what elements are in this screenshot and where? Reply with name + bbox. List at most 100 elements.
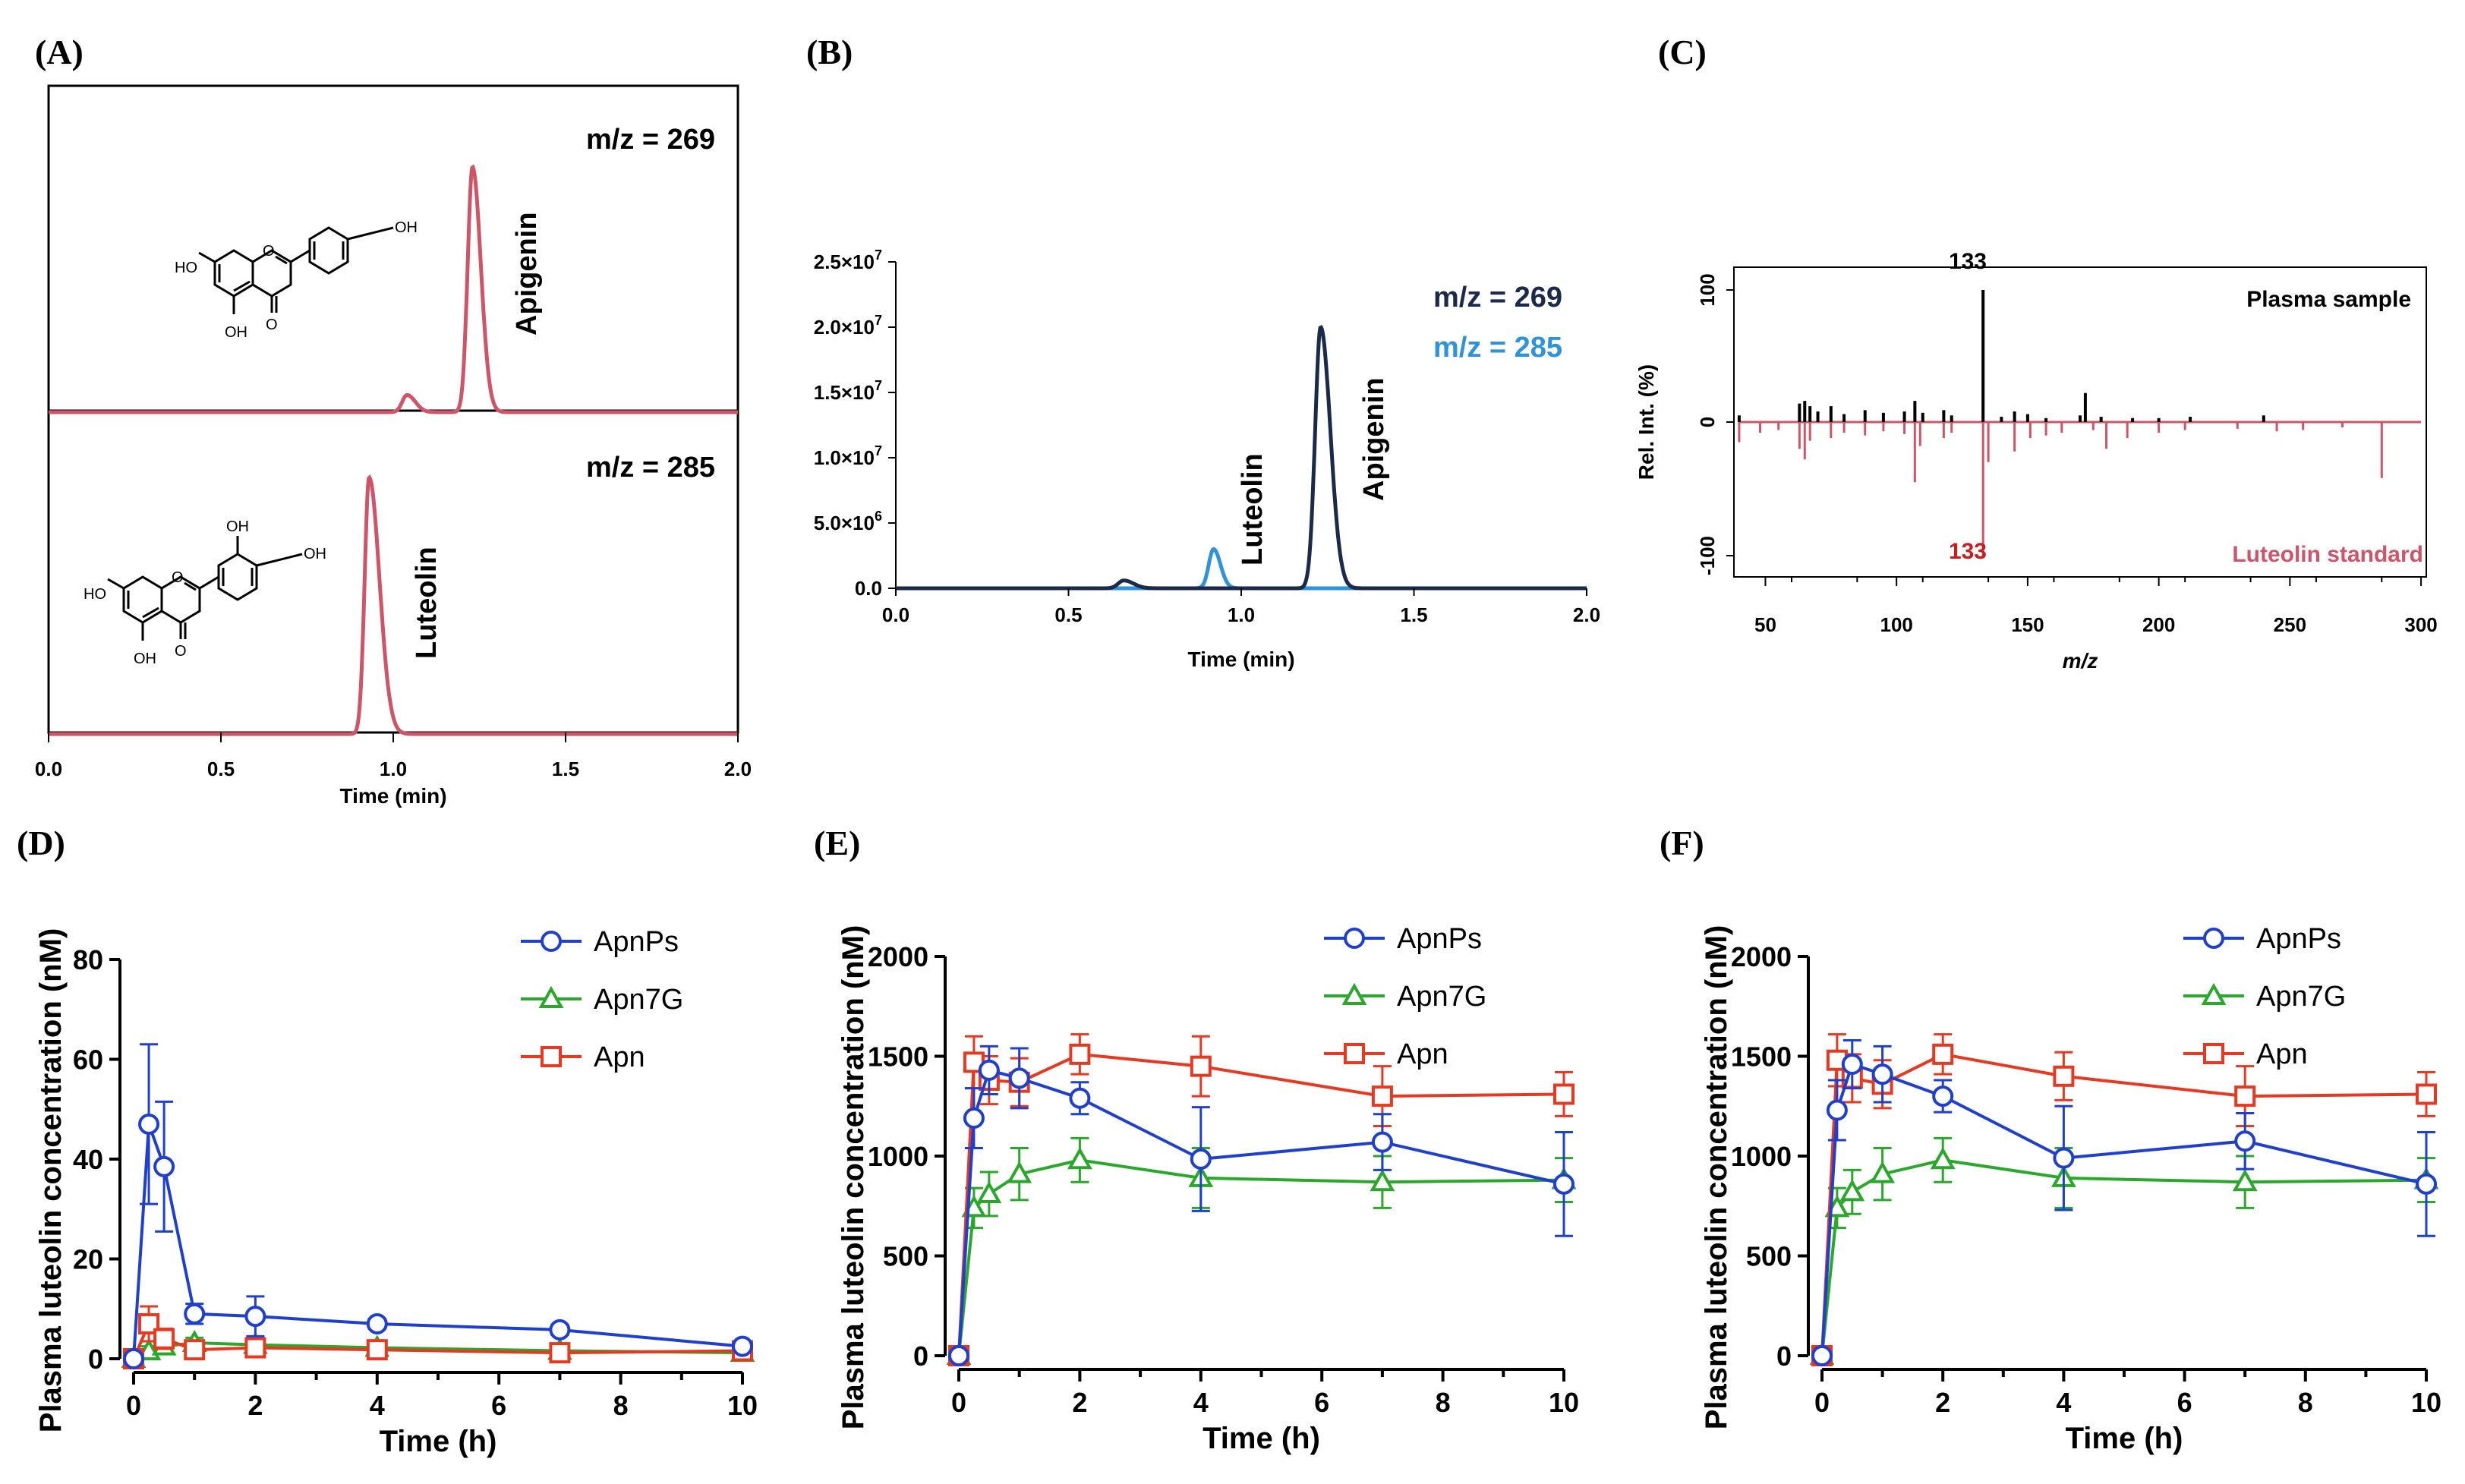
apnps-point (2234, 1130, 2256, 1152)
legend-apn7g-marker (2201, 982, 2227, 1005)
apnps-point (2053, 1147, 2075, 1169)
x-tick-label: 10 (2411, 1387, 2441, 1418)
apn-point (963, 1051, 985, 1073)
x-axis-label: Time (h) (380, 1425, 497, 1458)
y-tick-label: 1000 (868, 1141, 928, 1172)
apn7g-series-line (957, 1158, 1565, 1356)
panel-a-xtick-label: 1.5 (552, 758, 579, 780)
panel-b-luteolin-label: Luteolin (1237, 453, 1269, 566)
apn7g-point (1067, 1147, 1092, 1170)
apnps-point (1932, 1085, 1954, 1107)
x-tick-label: 0 (951, 1387, 966, 1418)
panel-b-ytick-label: 2.0×107 (814, 313, 882, 339)
panel-c-ytick-label: -100 (1696, 536, 1719, 575)
apnps-point (549, 1319, 571, 1341)
panel-a-apigenin-label: Apigenin (511, 212, 543, 336)
apn7g-point (1839, 1179, 1865, 1202)
x-tick-label: 4 (1193, 1387, 1209, 1418)
apn-point (1069, 1043, 1091, 1065)
x-tick-label: 4 (370, 1390, 385, 1421)
x-tick-label: 2 (1072, 1387, 1087, 1418)
panel-b-legend-mz269: m/z = 269 (1433, 282, 1562, 313)
x-tick-label: 8 (2298, 1387, 2313, 1418)
apigenin-o-label: O (266, 317, 278, 333)
panel-label-e: (E) (814, 824, 860, 862)
legend-apn-marker (541, 1046, 562, 1067)
x-tick-label: 0 (126, 1390, 141, 1421)
panel-c-xtick-label: 100 (1880, 613, 1912, 636)
legend-apn7g-label: Apn7G (1397, 981, 1486, 1013)
panel-label-c: (C) (1658, 33, 1707, 71)
apigenin-structure-icon (198, 226, 394, 314)
apn-series-line (957, 1052, 1565, 1356)
legend-apnps-marker (541, 931, 562, 952)
panel-d-plot: 0 20 40 60 80 0 2 4 6 8 10 Time (h) Plasma luteolin … (34, 926, 758, 1458)
panel-e: (E) 0 500 1000 1500 2000 0 2 4 6 8 10 Time (h) Plasm… (814, 824, 1579, 1455)
apigenin-oh-label-bottom: OH (225, 324, 247, 341)
apn7g-point (976, 1180, 1002, 1203)
apn7g-point (1870, 1161, 1896, 1183)
apn-series-line (132, 1321, 743, 1360)
apn-point (1371, 1085, 1393, 1107)
panel-c-ylabel: Rel. Int. (%) (1634, 364, 1658, 480)
panel-label-a: (A) (35, 33, 84, 71)
panel-c-ticks: 100 0 -100 50 100 150 200 250 300 (1696, 273, 2438, 636)
panel-a-bottom-trace (49, 474, 738, 736)
legend-apn7g-label: Apn7G (594, 984, 683, 1016)
apnps-point (123, 1348, 144, 1369)
apn-point (244, 1337, 266, 1359)
apnps-point (978, 1059, 1000, 1081)
panel-label-d: (D) (17, 824, 65, 862)
legend-apnps-label: ApnPs (1397, 923, 1482, 955)
apn7g-point (1370, 1169, 1395, 1192)
apn-point (1553, 1083, 1575, 1105)
luteolin-ho-label: HO (84, 586, 106, 603)
panel-b-legend-mz285: m/z = 285 (1433, 332, 1562, 364)
apigenin-ring-o-label: O (263, 243, 275, 260)
panel-a: (A) m/z = 269 m/z = 285 Apigenin Luteoli… (35, 33, 752, 808)
legend-apn7g-marker (538, 985, 564, 1008)
apnps-point (366, 1312, 388, 1334)
panel-a-luteolin-label: Luteolin (411, 547, 443, 659)
legend-apn-label: Apn (2256, 1038, 2308, 1070)
apn7g-series-line (1820, 1158, 2427, 1356)
panel-b-ytick-label: 2.5×107 (814, 247, 882, 273)
luteolin-oh-label-side: OH (304, 546, 326, 562)
legend-apn7g-marker (1341, 982, 1367, 1005)
luteolin-o-label: O (175, 643, 187, 660)
y-axis-label: Plasma luteolin concentration (nM) (837, 925, 870, 1430)
panel-b-ticks: 0.0 0.5 1.0 1.5 2.0 0.0 5.0×106 1.0×107 1.5×107 2… (814, 247, 1600, 626)
apnps-point (732, 1335, 753, 1357)
panel-f-plot: 0 500 1000 1500 2000 0 2 4 6 8 10 Time (h) Plasma lu… (1700, 923, 2441, 1455)
panel-a-xtick-label: 2.0 (724, 758, 752, 780)
legend-apn7g-label: Apn7G (2256, 981, 2346, 1013)
apnps-point (1871, 1063, 1893, 1085)
panel-d: (D) 0 20 40 60 80 0 2 4 6 8 10 Time (h) Plasma luteo… (17, 824, 758, 1458)
y-tick-label: 0 (88, 1344, 103, 1375)
panel-a-x-axis: 0.0 0.5 1.0 1.5 2.0 (35, 733, 752, 780)
apnps-point (2416, 1173, 2437, 1195)
legend-apn-label: Apn (594, 1041, 645, 1073)
panel-label-b: (B) (806, 33, 853, 71)
panel-a-top-mz: m/z = 269 (586, 124, 715, 156)
apigenin-oh-label-top: OH (395, 219, 418, 236)
panel-b: (B) 0.0 0.5 1.0 1.5 2.0 0.0 5.0×106 1.0×107 1.5×… (806, 33, 1600, 671)
legend-apn-label: Apn (1397, 1038, 1448, 1070)
apnps-point (1826, 1099, 1848, 1121)
panel-a-xlabel: Time (min) (339, 784, 446, 808)
panel-c-spectrum (1737, 290, 2422, 556)
panel-b-xtick-label: 1.0 (1228, 603, 1255, 626)
panel-c-ytick-label: 100 (1696, 273, 1719, 306)
panel-c-xtick-label: 150 (2011, 613, 2044, 636)
x-axis-label: Time (h) (2066, 1422, 2183, 1455)
legend-apnps-marker (1344, 928, 1365, 949)
panel-c-standard-label: Luteolin standard (2232, 542, 2423, 567)
panel-e-plot: 0 500 1000 1500 2000 0 2 4 6 8 10 Time (h) Plasma lu… (837, 923, 1579, 1455)
panel-c: (C) 100 0 -100 50 100 150 200 250 300 Plasma sam… (1634, 33, 2438, 673)
x-tick-label: 8 (613, 1390, 629, 1421)
panel-a-frame (47, 84, 739, 734)
x-tick-label: 10 (727, 1390, 758, 1421)
apnps-point (963, 1107, 985, 1130)
apnps-series-line (1820, 1062, 2427, 1356)
